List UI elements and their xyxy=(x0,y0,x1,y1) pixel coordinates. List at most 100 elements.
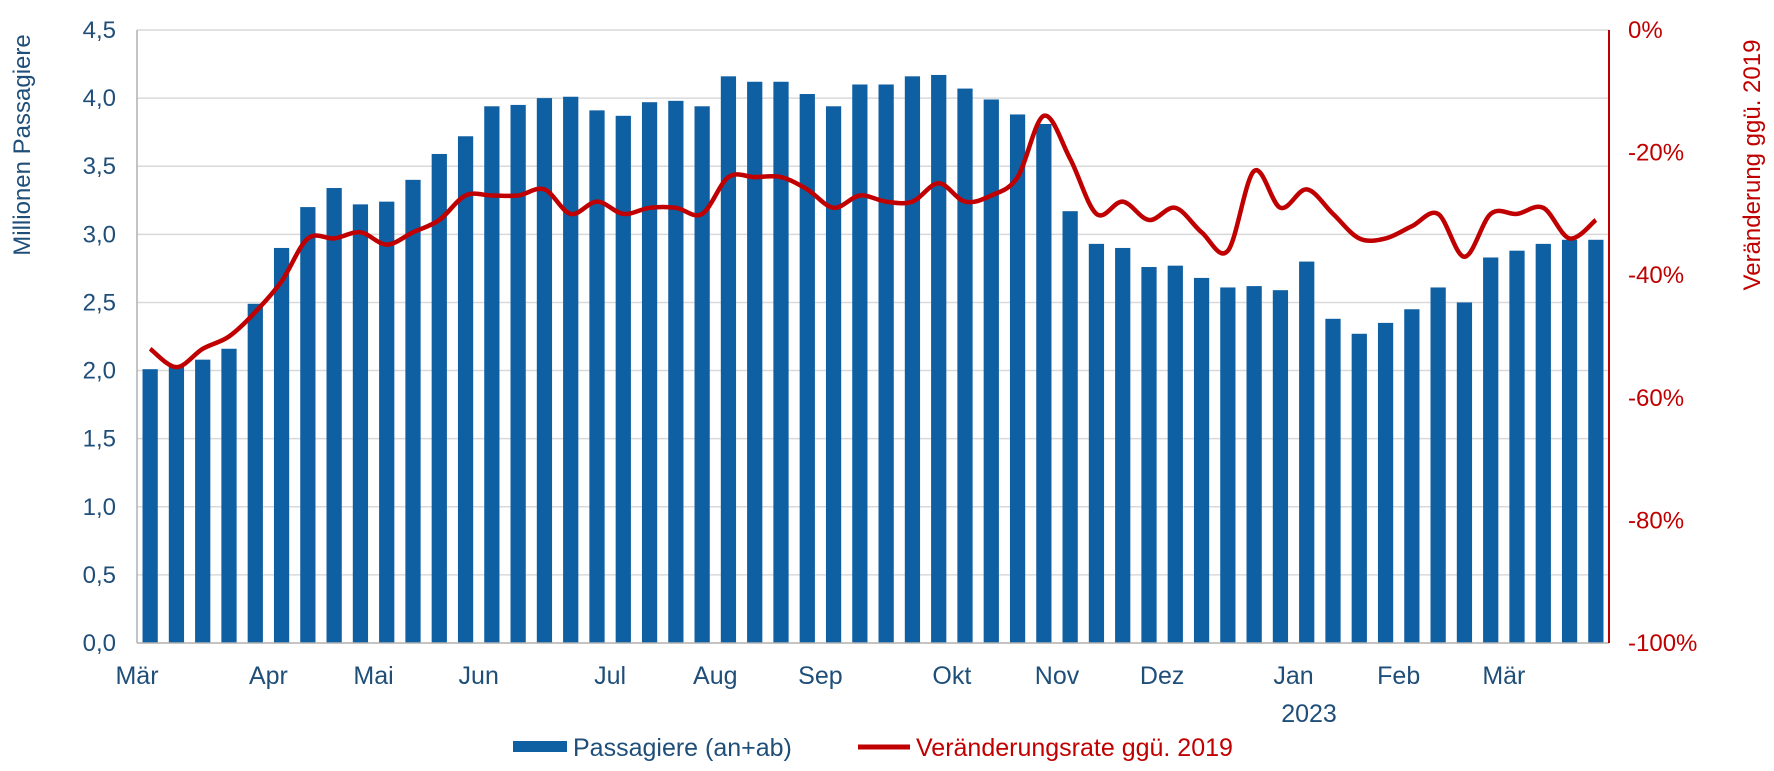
y-right-tick-label: -20% xyxy=(1628,140,1684,167)
bar xyxy=(195,359,211,643)
y-left-tick-label: 2,5 xyxy=(83,289,116,316)
bar xyxy=(1193,277,1210,643)
bar xyxy=(352,204,369,643)
bar xyxy=(457,136,474,643)
bar xyxy=(1141,267,1157,643)
bar xyxy=(773,81,789,643)
y-left-tick-label: 0,0 xyxy=(83,630,116,657)
bar xyxy=(799,94,815,644)
y-left-tick-label: 1,5 xyxy=(83,426,116,453)
bar xyxy=(904,76,921,643)
y-left-tick-label: 3,5 xyxy=(83,153,116,180)
left-axis-title: Millionen Passagiere xyxy=(9,34,36,255)
y-left-tick-label: 0,5 xyxy=(83,562,116,589)
right-axis-ticks: -100% -80% -60% -40% -20% 0% xyxy=(1628,17,1697,657)
bar xyxy=(1456,302,1473,643)
x-year-label: 2023 xyxy=(1281,700,1337,728)
bar xyxy=(1220,287,1236,643)
x-tick-label: Aug xyxy=(693,662,737,690)
x-tick-label: Jun xyxy=(459,662,499,690)
bar xyxy=(326,188,342,644)
bar xyxy=(1088,243,1105,643)
bar xyxy=(1299,261,1315,643)
y-left-tick-label: 1,0 xyxy=(83,494,116,521)
bar xyxy=(878,84,894,643)
bar xyxy=(615,115,631,643)
legend: Passagiere (an+ab) Veränderungsrate ggü.… xyxy=(513,734,1233,762)
bar xyxy=(142,369,158,643)
bar xyxy=(1483,257,1499,643)
y-right-tick-label: 0% xyxy=(1628,17,1663,44)
x-tick-label: Jan xyxy=(1273,662,1313,690)
x-tick-label: Okt xyxy=(932,662,971,690)
bar xyxy=(589,110,605,644)
bar xyxy=(1588,239,1604,643)
bar xyxy=(1351,333,1367,643)
bar xyxy=(1167,265,1183,643)
x-tick-label: Mär xyxy=(115,662,158,690)
left-axis-ticks: 0,0 0,5 1,0 1,5 2,0 2,5 3,0 3,5 4,0 4,5 xyxy=(83,17,116,657)
bar xyxy=(1561,239,1578,643)
bar xyxy=(1535,243,1551,643)
bar xyxy=(1062,211,1078,644)
x-tick-label: Mai xyxy=(353,662,393,690)
bar xyxy=(747,81,763,643)
bar xyxy=(1246,286,1262,643)
y-right-tick-label: -60% xyxy=(1628,385,1684,412)
legend-bar-swatch xyxy=(513,741,567,752)
y-left-tick-label: 4,0 xyxy=(83,85,116,112)
bar xyxy=(1115,247,1131,643)
bar xyxy=(1036,123,1052,643)
bar xyxy=(720,76,737,643)
bar xyxy=(825,106,842,644)
bar xyxy=(510,104,526,643)
bar xyxy=(405,179,421,643)
bar xyxy=(379,201,395,643)
x-tick-label: Nov xyxy=(1035,662,1080,690)
x-tick-label: Apr xyxy=(249,662,288,690)
x-tick-label: Feb xyxy=(1377,662,1420,690)
change-rate-line xyxy=(148,113,1598,370)
y-right-tick-label: -100% xyxy=(1628,630,1697,657)
x-tick-label: Sep xyxy=(798,662,842,690)
bar xyxy=(852,84,868,643)
bar xyxy=(221,348,237,643)
right-axis-title: Veränderung ggü. 2019 xyxy=(1739,40,1766,291)
bar xyxy=(694,106,710,644)
y-right-tick-label: -40% xyxy=(1628,262,1684,289)
bar xyxy=(983,99,999,644)
x-tick-label: Jul xyxy=(594,662,626,690)
bar xyxy=(1509,250,1525,643)
bar xyxy=(563,96,579,643)
bar xyxy=(247,303,263,643)
bar xyxy=(1325,318,1341,643)
bar-series xyxy=(142,74,1604,644)
bar xyxy=(1272,290,1289,643)
legend-line-label: Veränderungsrate ggü. 2019 xyxy=(916,734,1233,762)
y-left-tick-label: 2,0 xyxy=(83,358,116,385)
bar xyxy=(957,88,973,643)
bar xyxy=(536,98,553,644)
bar xyxy=(300,207,316,644)
bar xyxy=(1009,114,1026,644)
bar xyxy=(431,153,447,643)
bar xyxy=(484,106,500,644)
y-right-tick-label: -80% xyxy=(1628,507,1684,534)
bar xyxy=(1430,287,1446,643)
legend-bar-label: Passagiere (an+ab) xyxy=(573,734,792,762)
x-axis-ticks: Mär Apr Mai Jun Jul Aug Sep Okt Nov Dez Jan Feb Mär xyxy=(115,662,1525,690)
bar xyxy=(931,74,947,644)
bar xyxy=(1404,309,1420,643)
axes xyxy=(136,30,1610,644)
bar xyxy=(273,247,290,643)
y-left-tick-label: 4,5 xyxy=(83,17,116,44)
bar xyxy=(168,366,185,643)
bar xyxy=(1377,322,1394,643)
x-tick-label: Mär xyxy=(1482,662,1525,690)
line-series xyxy=(148,113,1598,370)
y-left-tick-label: 3,0 xyxy=(83,221,116,248)
bar xyxy=(641,102,658,644)
x-tick-label: Dez xyxy=(1140,662,1184,690)
bar xyxy=(668,100,684,643)
